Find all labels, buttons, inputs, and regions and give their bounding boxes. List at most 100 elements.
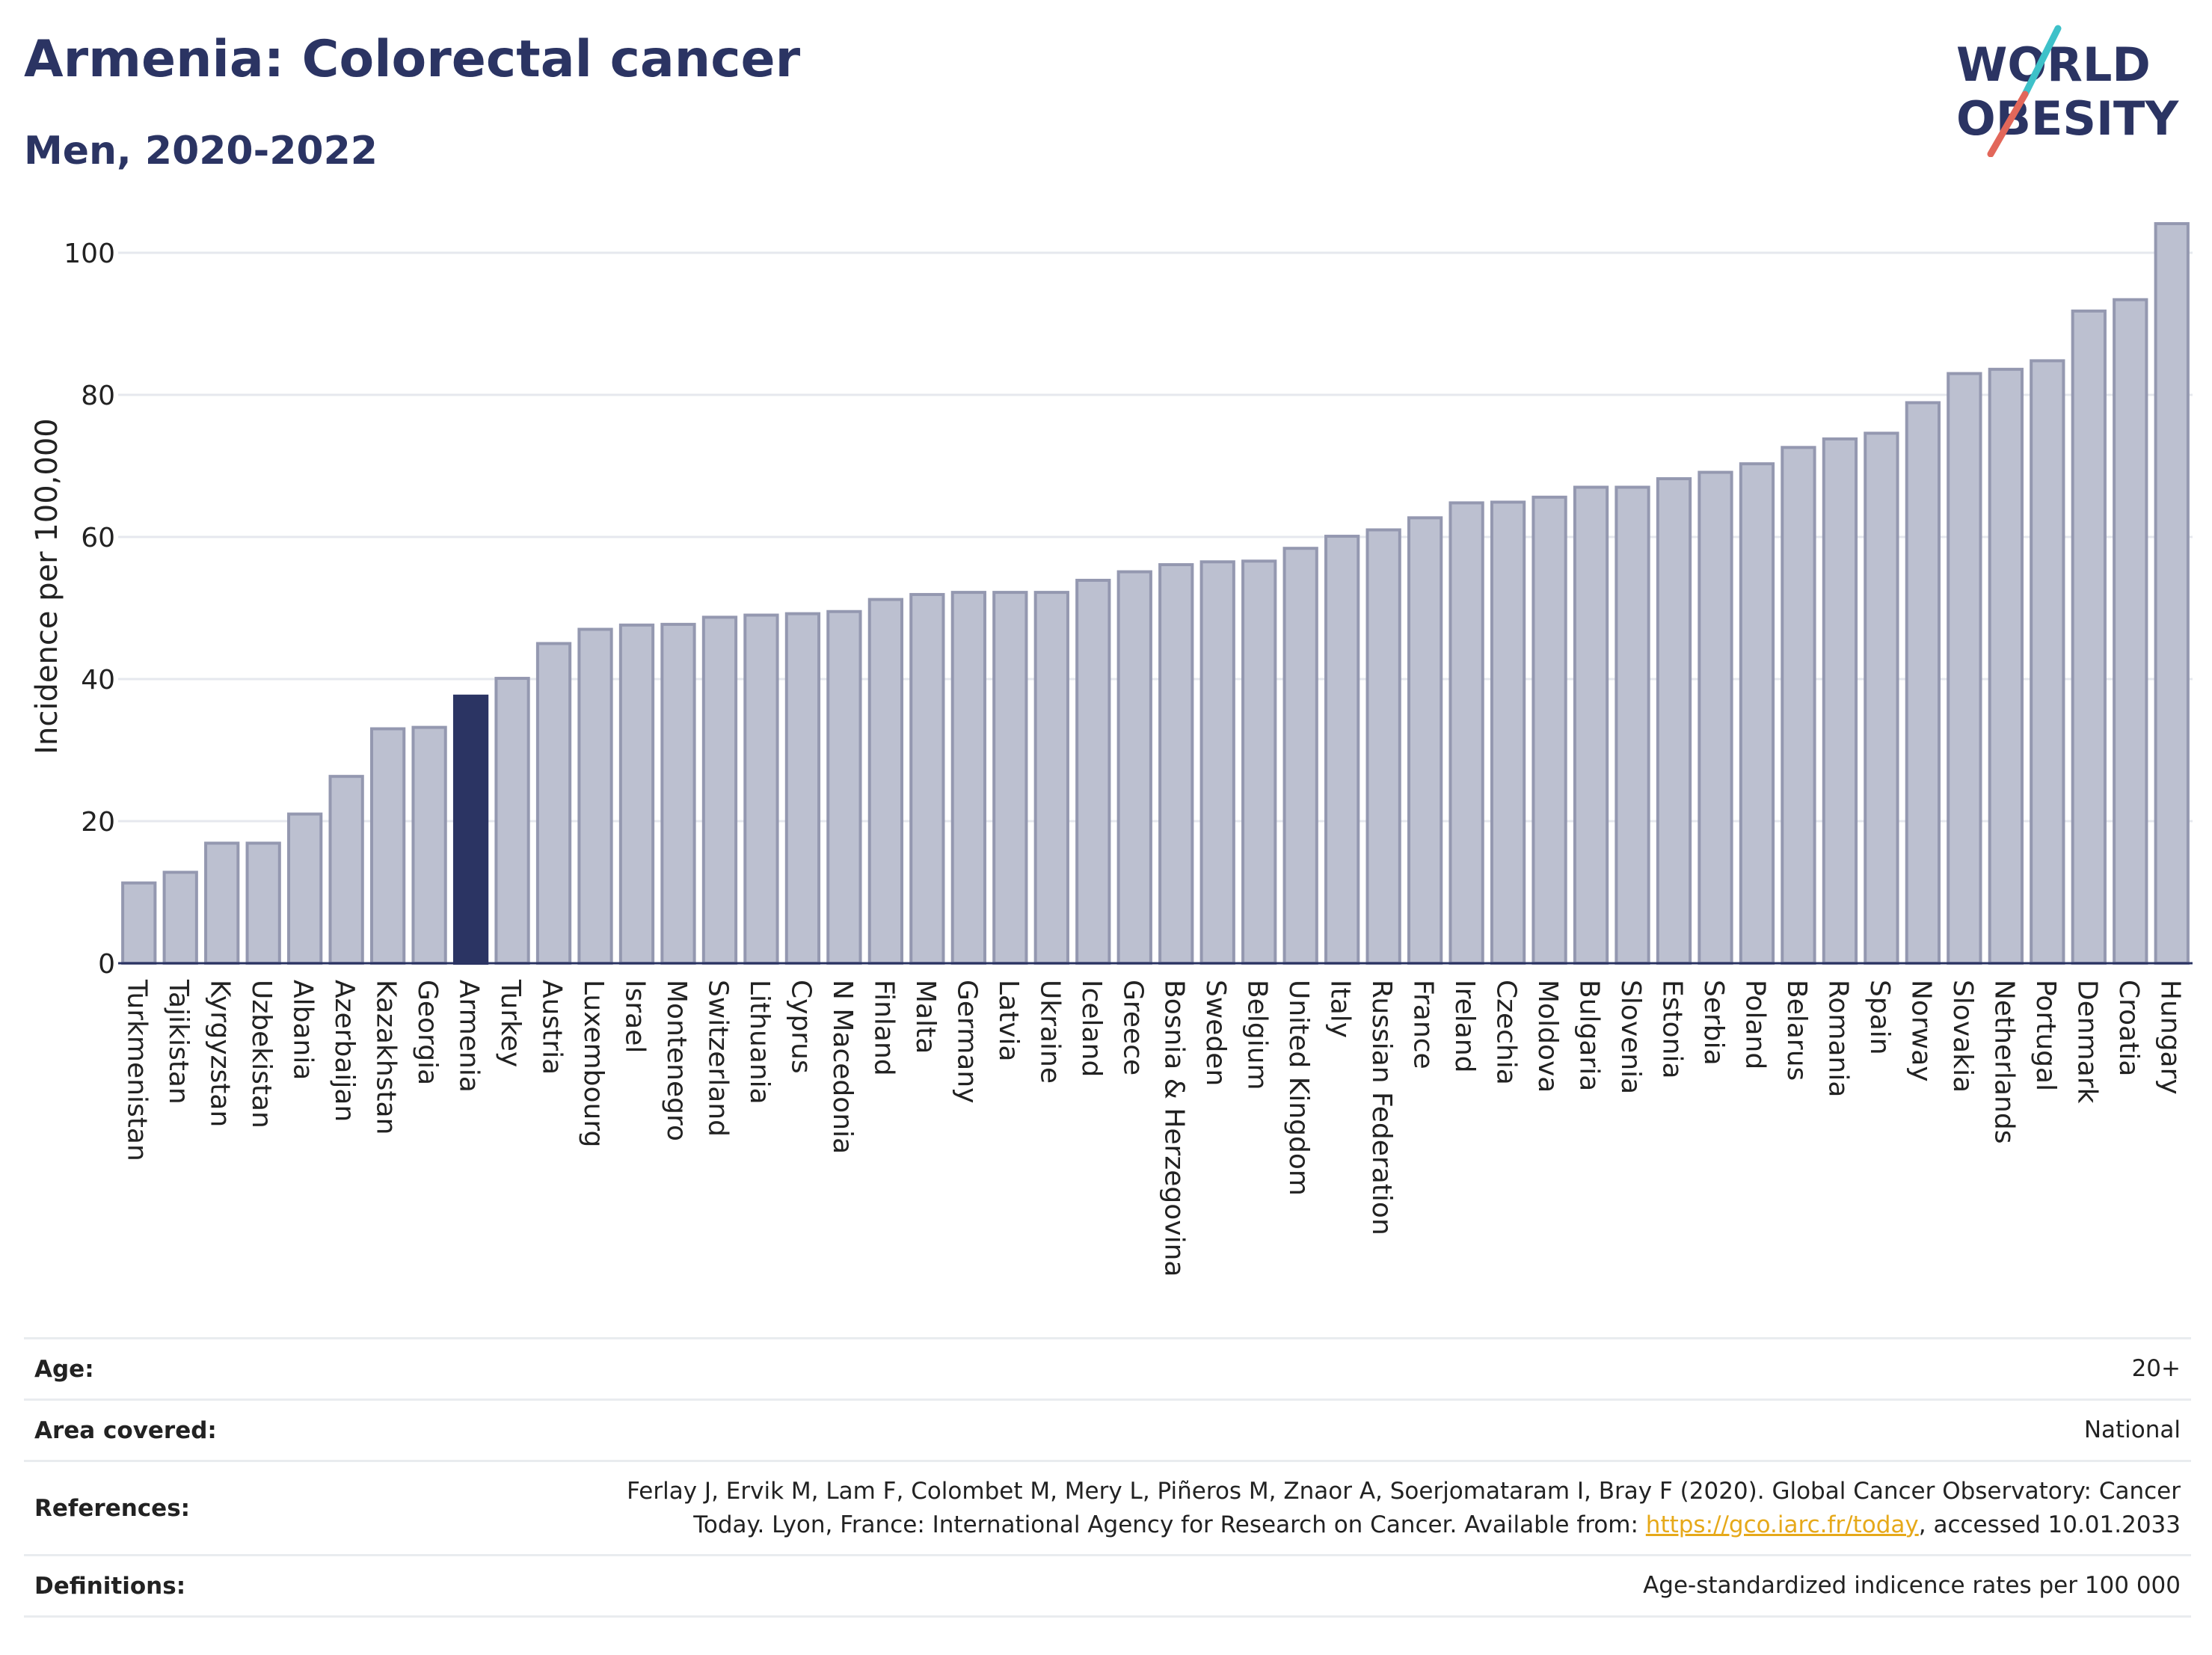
bar (1116, 570, 1152, 965)
x-tick-label: Hungary (2154, 980, 2185, 1095)
bar (1531, 495, 1567, 965)
x-tick-label: Austria (537, 980, 568, 1075)
bar (618, 623, 655, 965)
x-tick-label: Finland (868, 980, 899, 1076)
bar (1905, 401, 1941, 965)
x-axis-ticks: Turkmenistan Tajikistan Kyrgyzstan Uzbekist… (122, 979, 2186, 1277)
bar (1947, 372, 1982, 965)
x-tick-label: France (1408, 980, 1439, 1069)
bar (245, 841, 281, 965)
bar (1698, 470, 1733, 965)
info-row-references: References: Ferlay J, Ervik M, Lam F, Co… (24, 1460, 2191, 1556)
bar (1282, 547, 1318, 965)
world-obesity-logo: WORLD OBESITY (1956, 25, 2179, 157)
logo-slash-teal (2021, 25, 2062, 98)
bar (328, 775, 364, 965)
x-tick-label: Moldova (1532, 980, 1563, 1093)
logo-line2: OBESITY (1956, 91, 2179, 146)
x-tick-label: Belgium (1242, 980, 1273, 1090)
bar (826, 610, 862, 965)
bar (411, 725, 447, 965)
info-row-age: Age: 20+ (24, 1337, 2191, 1401)
bar-highlighted (452, 694, 489, 965)
bar (1075, 578, 1111, 965)
x-tick-label: Albania (288, 980, 319, 1080)
references-label: References: (24, 1460, 568, 1556)
x-tick-label: Serbia (1698, 980, 1729, 1066)
x-tick-label: Uzbekistan (246, 980, 277, 1129)
y-axis-ticks: 0 20 40 60 80 100 (64, 239, 115, 980)
bar (743, 613, 779, 965)
x-tick-label: Turkey (495, 979, 526, 1067)
x-tick-label: Russian Federation (1366, 980, 1397, 1235)
page-subtitle: Men, 2020-2022 (24, 129, 378, 174)
x-tick-label: Poland (1739, 980, 1770, 1069)
y-tick-label: 20 (81, 807, 115, 838)
references-line2: Today. Lyon, France: International Agenc… (693, 1511, 1646, 1538)
bar (1241, 559, 1277, 965)
definitions-label: Definitions: (24, 1554, 568, 1618)
bar (950, 591, 986, 965)
x-tick-label: Kyrgyzstan (205, 980, 236, 1127)
bar (867, 598, 904, 965)
y-tick-label: 40 (81, 665, 115, 696)
x-tick-label: Sweden (1200, 980, 1231, 1086)
bar (121, 881, 157, 965)
x-tick-label: N Macedonia (827, 980, 858, 1154)
x-tick-label: Luxembourg (578, 980, 609, 1147)
logo-slash-coral (1987, 90, 2029, 157)
x-tick-label: Romania (1822, 980, 1853, 1097)
bar (2154, 222, 2190, 965)
bar (1033, 591, 1069, 965)
bar (535, 642, 572, 965)
bar (1365, 528, 1401, 965)
bar-chart: 0 20 40 60 80 100 Turkmenistan Tajikistan Kyrgy… (30, 222, 2193, 1277)
info-table: Age: 20+ Area covered: National Referenc… (24, 1337, 2191, 1618)
bar (494, 677, 530, 965)
x-tick-label: Croatia (2113, 980, 2144, 1076)
bar (1988, 367, 2024, 965)
page-title: Armenia: Colorectal cancer (24, 30, 801, 89)
bar (162, 871, 198, 965)
y-tick-label: 100 (64, 239, 115, 269)
x-tick-label: Spain (1864, 980, 1895, 1055)
x-tick-label: Denmark (2071, 980, 2102, 1104)
bar (369, 727, 406, 965)
x-tick-label: Bosnia & Herzegovina (1159, 980, 1190, 1277)
x-tick-label: Azerbaijan (329, 980, 360, 1122)
x-tick-label: Israel (620, 980, 651, 1053)
y-axis-title: Incidence per 100,000 (30, 418, 64, 755)
references-accessed: , accessed 10.01.2033 (1918, 1511, 2181, 1538)
bar (784, 612, 821, 965)
logo-line1: WORLD (1956, 37, 2151, 92)
bar (204, 841, 240, 965)
x-tick-label: Slovakia (1947, 980, 1978, 1093)
bar (701, 615, 738, 965)
bar (2071, 309, 2107, 965)
x-tick-label: Armenia (454, 980, 485, 1093)
x-tick-label: Turkmenistan (122, 979, 153, 1161)
bar (1822, 437, 1858, 965)
references-link[interactable]: https://gco.iarc.fr/today (1645, 1511, 1919, 1538)
bar (1781, 446, 1816, 965)
x-tick-label: Germany (951, 980, 982, 1103)
x-tick-label: Bulgaria (1574, 980, 1605, 1091)
area-label: Area covered: (24, 1398, 568, 1462)
bar (660, 622, 696, 965)
bar (287, 812, 323, 965)
x-tick-label: Lithuania (744, 980, 775, 1105)
bar (2113, 298, 2148, 965)
info-row-definitions: Definitions: Age-standardized indicence … (24, 1554, 2191, 1618)
x-tick-label: Montenegro (661, 980, 692, 1141)
bar (1158, 563, 1194, 965)
info-row-area: Area covered: National (24, 1398, 2191, 1462)
bars (121, 222, 2190, 965)
area-value: National (568, 1398, 2191, 1462)
x-tick-label: Georgia (412, 980, 443, 1085)
x-tick-label: Belarus (1781, 980, 1812, 1081)
x-tick-label: Estonia (1657, 980, 1688, 1079)
x-tick-label: Iceland (1076, 980, 1107, 1077)
bar (1739, 462, 1775, 965)
x-tick-label: Ukraine (1034, 980, 1065, 1084)
bar (1656, 477, 1692, 965)
